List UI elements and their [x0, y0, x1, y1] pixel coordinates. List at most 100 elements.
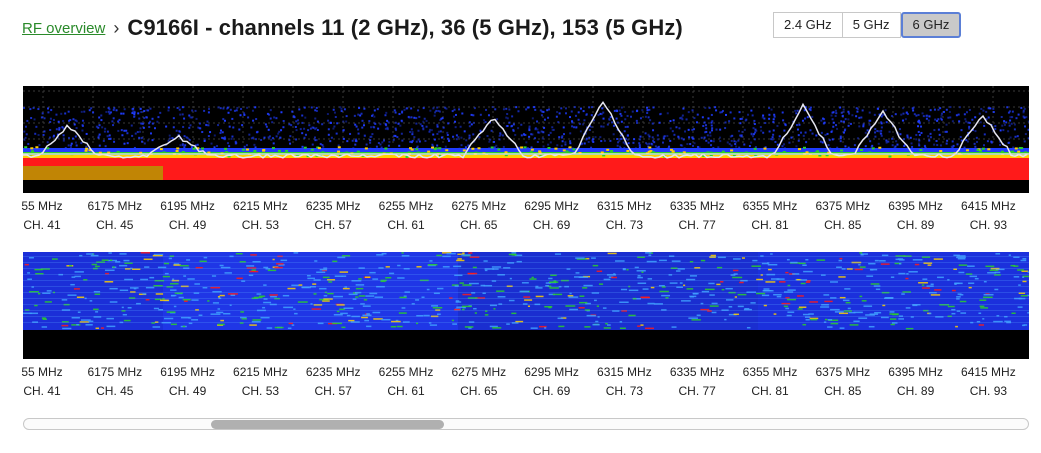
tick-channel-label: CH. 73	[605, 384, 644, 398]
tick-frequency-label: 6195 MHz	[160, 199, 215, 213]
axis-tick: 6195 MHz CH. 49	[148, 197, 228, 235]
axis-tick: 6295 MHz CH. 69	[512, 363, 592, 401]
axis-tick: 6215 MHz CH. 53	[220, 363, 300, 401]
tick-channel-label: CH. 41	[23, 218, 61, 232]
axis-tick: 6175 MHz CH. 45	[75, 363, 155, 401]
tick-channel-label: CH. 53	[241, 384, 280, 398]
tick-channel-label: CH. 57	[314, 384, 352, 398]
tick-channel-label: CH. 89	[896, 384, 935, 398]
tick-frequency-label: 6295 MHz	[524, 365, 579, 379]
waterfall-frequency-axis: 55 MHz CH. 41 6175 MHz CH. 45 6195 MHz CH. 49…	[0, 363, 1041, 403]
tick-channel-label: CH. 41	[23, 384, 61, 398]
axis-tick: 6335 MHz CH. 77	[657, 197, 737, 235]
tick-channel-label: CH. 85	[824, 218, 862, 232]
tick-frequency-label: 55 MHz	[21, 199, 63, 213]
tick-channel-label: CH. 65	[460, 384, 498, 398]
breadcrumb-rf-overview-link[interactable]: RF overview	[22, 19, 106, 37]
tick-channel-label: CH. 61	[387, 384, 425, 398]
tick-channel-label: CH. 77	[678, 218, 716, 232]
tick-frequency-label: 6255 MHz	[378, 199, 434, 213]
axis-tick: 6375 MHz CH. 85	[803, 363, 883, 401]
tick-frequency-label: 6175 MHz	[87, 199, 143, 213]
tick-channel-label: CH. 69	[532, 384, 571, 398]
tick-frequency-label: 6415 MHz	[961, 365, 1016, 379]
tick-frequency-label: 6195 MHz	[160, 365, 215, 379]
axis-tick: 6355 MHz CH. 81	[730, 197, 810, 235]
tick-frequency-label: 6395 MHz	[888, 199, 943, 213]
tick-frequency-label: 6215 MHz	[233, 199, 288, 213]
tick-frequency-label: 6335 MHz	[669, 365, 725, 379]
page-header: RF overview › C9166I - channels 11 (2 GH…	[22, 12, 683, 44]
axis-tick: 6415 MHz CH. 93	[948, 197, 1028, 235]
tick-channel-label: CH. 93	[969, 384, 1008, 398]
tick-channel-label: CH. 49	[168, 384, 207, 398]
tick-channel-label: CH. 85	[824, 384, 862, 398]
axis-tick: 6255 MHz CH. 61	[366, 363, 446, 401]
horizontal-scrollbar[interactable]	[23, 418, 1029, 430]
scrollbar-thumb[interactable]	[211, 420, 444, 429]
axis-tick: 6355 MHz CH. 81	[730, 363, 810, 401]
tick-channel-label: CH. 61	[387, 218, 425, 232]
tick-frequency-label: 6375 MHz	[815, 199, 871, 213]
tick-frequency-label: 6395 MHz	[888, 365, 943, 379]
axis-tick: 6175 MHz CH. 45	[75, 197, 155, 235]
band-6ghz-button[interactable]: 6 GHz	[900, 12, 962, 38]
tick-frequency-label: 6375 MHz	[815, 365, 871, 379]
waterfall-panel	[23, 252, 1029, 359]
tick-channel-label: CH. 65	[460, 218, 498, 232]
tick-frequency-label: 6235 MHz	[305, 199, 361, 213]
tick-frequency-label: 6315 MHz	[597, 365, 652, 379]
spectrum-panel	[23, 86, 1029, 193]
tick-frequency-label: 55 MHz	[21, 365, 63, 379]
axis-tick: 6235 MHz CH. 57	[293, 363, 373, 401]
tick-channel-label: CH. 69	[532, 218, 571, 232]
tick-frequency-label: 6215 MHz	[233, 365, 288, 379]
tick-frequency-label: 6175 MHz	[87, 365, 143, 379]
axis-tick: 55 MHz CH. 41	[2, 197, 82, 235]
tick-channel-label: CH. 45	[96, 218, 134, 232]
tick-frequency-label: 6295 MHz	[524, 199, 579, 213]
tick-channel-label: CH. 57	[314, 218, 352, 232]
tick-frequency-label: 6335 MHz	[669, 199, 725, 213]
tick-frequency-label: 6275 MHz	[451, 199, 507, 213]
tick-frequency-label: 6355 MHz	[742, 199, 798, 213]
band-5ghz-button[interactable]: 5 GHz	[842, 12, 901, 38]
axis-tick: 6195 MHz CH. 49	[148, 363, 228, 401]
tick-frequency-label: 6415 MHz	[961, 199, 1016, 213]
axis-tick: 6275 MHz CH. 65	[439, 363, 519, 401]
tick-frequency-label: 6255 MHz	[378, 365, 434, 379]
axis-tick: 6315 MHz CH. 73	[584, 363, 664, 401]
tick-channel-label: CH. 81	[751, 218, 789, 232]
axis-tick: 6255 MHz CH. 61	[366, 197, 446, 235]
tick-channel-label: CH. 93	[969, 218, 1008, 232]
tick-frequency-label: 6315 MHz	[597, 199, 652, 213]
tick-frequency-label: 6355 MHz	[742, 365, 798, 379]
tick-frequency-label: 6275 MHz	[451, 365, 507, 379]
band-selector: 2.4 GHz 5 GHz 6 GHz	[773, 12, 962, 38]
tick-channel-label: CH. 53	[241, 218, 280, 232]
waterfall-plot	[23, 252, 1029, 359]
spectrum-density-plot	[23, 86, 1029, 193]
axis-tick: 6415 MHz CH. 93	[948, 363, 1028, 401]
tick-channel-label: CH. 45	[96, 384, 134, 398]
axis-tick: 6295 MHz CH. 69	[512, 197, 592, 235]
page-title: C9166I - channels 11 (2 GHz), 36 (5 GHz)…	[127, 15, 683, 40]
axis-tick: 6395 MHz CH. 89	[876, 363, 956, 401]
axis-tick: 55 MHz CH. 41	[2, 363, 82, 401]
tick-channel-label: CH. 81	[751, 384, 789, 398]
axis-tick: 6235 MHz CH. 57	[293, 197, 373, 235]
breadcrumb-separator: ›	[113, 17, 120, 38]
tick-channel-label: CH. 73	[605, 218, 644, 232]
band-2-4ghz-button[interactable]: 2.4 GHz	[773, 12, 843, 38]
axis-tick: 6395 MHz CH. 89	[876, 197, 956, 235]
tick-frequency-label: 6235 MHz	[305, 365, 361, 379]
axis-tick: 6215 MHz CH. 53	[220, 197, 300, 235]
tick-channel-label: CH. 49	[168, 218, 207, 232]
tick-channel-label: CH. 89	[896, 218, 935, 232]
axis-tick: 6375 MHz CH. 85	[803, 197, 883, 235]
spectrum-frequency-axis: 55 MHz CH. 41 6175 MHz CH. 45 6195 MHz CH. 49…	[0, 197, 1041, 237]
axis-tick: 6275 MHz CH. 65	[439, 197, 519, 235]
axis-tick: 6335 MHz CH. 77	[657, 363, 737, 401]
axis-tick: 6315 MHz CH. 73	[584, 197, 664, 235]
tick-channel-label: CH. 77	[678, 384, 716, 398]
